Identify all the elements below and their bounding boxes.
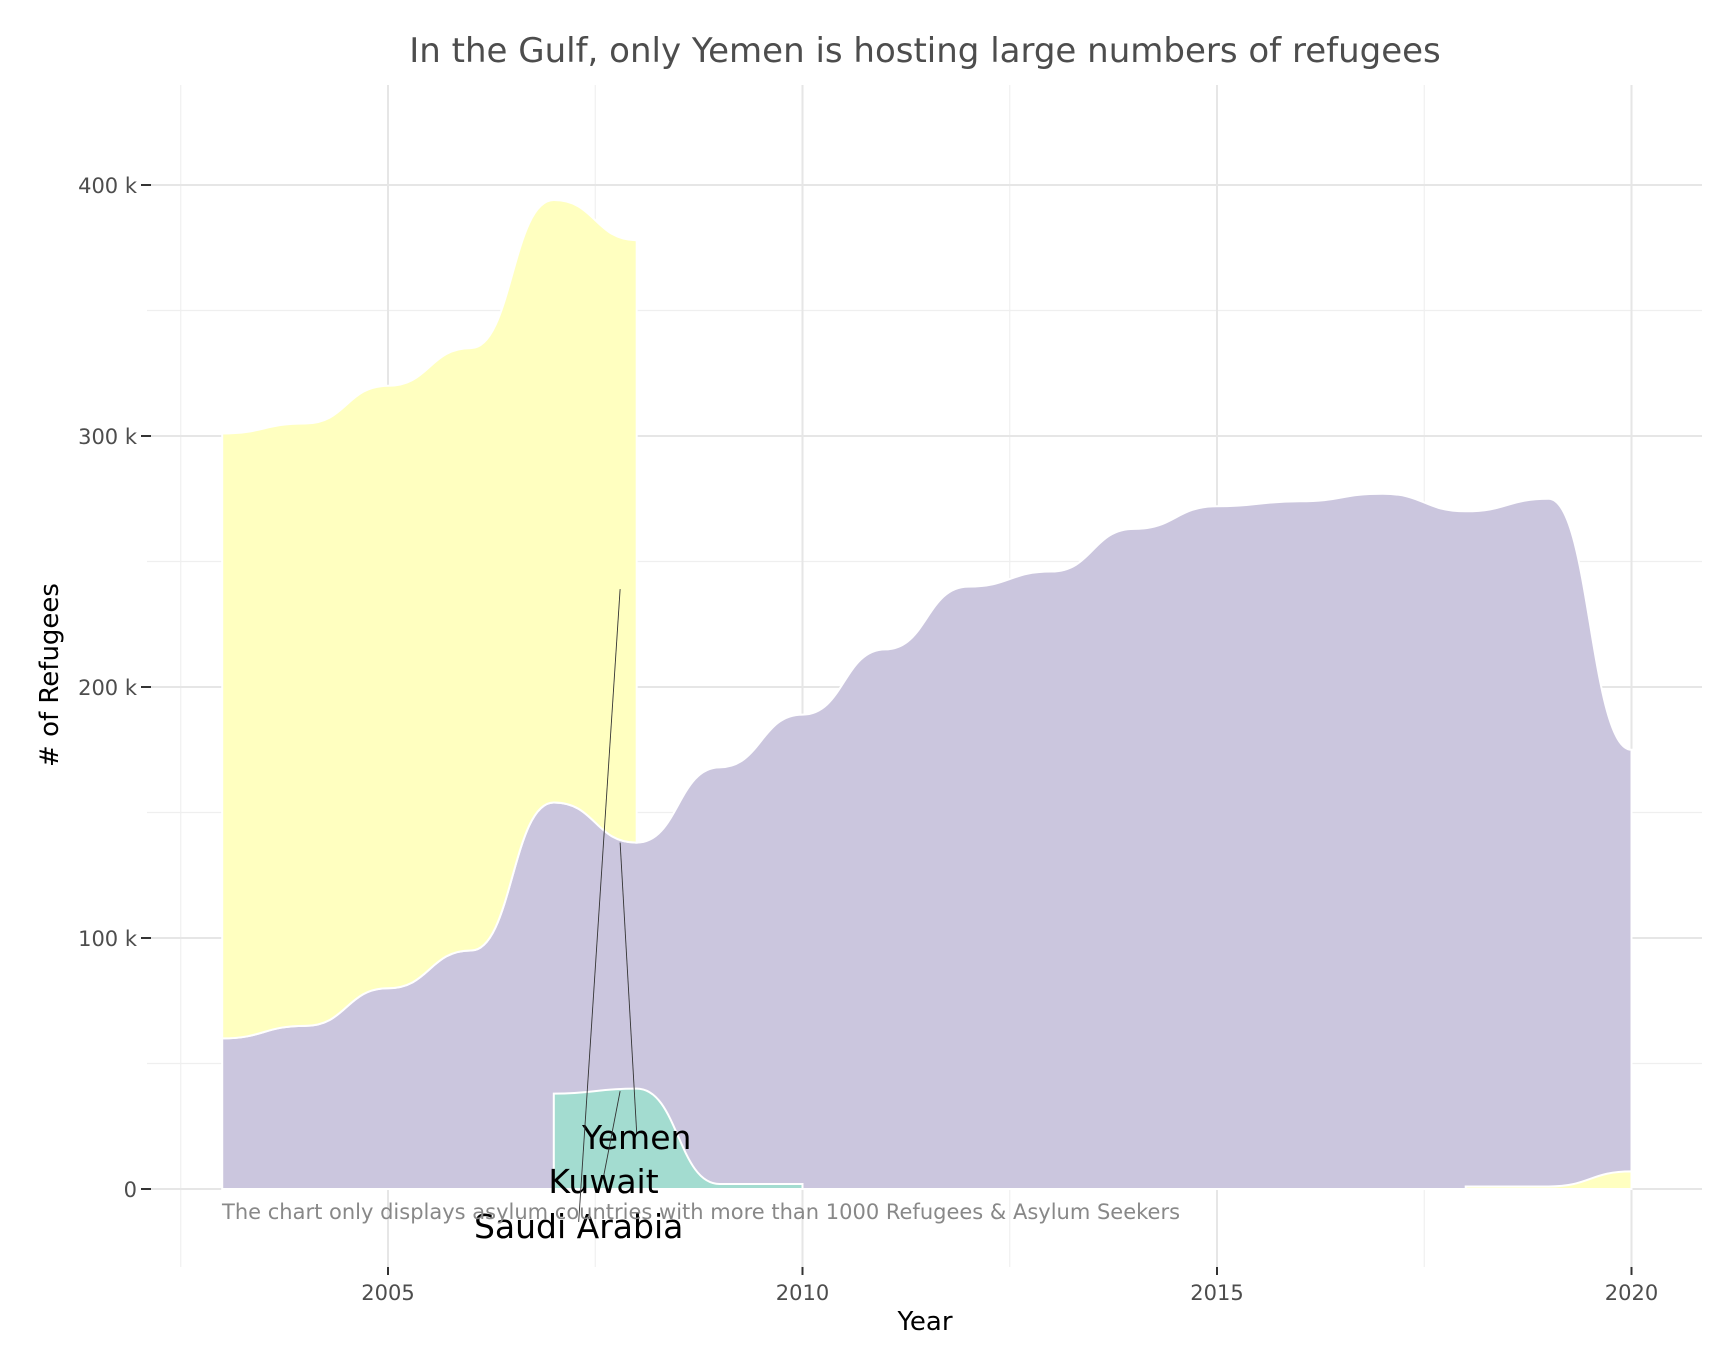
- series-label-yemen: Yemen: [581, 1118, 691, 1157]
- chart-caption: The chart only displays asylum countries…: [221, 1200, 1180, 1224]
- y-tick-label: 400 k: [78, 174, 138, 198]
- x-tick-label: 2020: [1605, 1281, 1658, 1305]
- label-leader-line: [578, 589, 621, 1222]
- y-tick-label: 300 k: [78, 425, 138, 449]
- y-tick-label: 0: [124, 1178, 137, 1202]
- label-layer: Yemen Kuwait Saudi Arabia: [474, 589, 691, 1246]
- x-tick-label: 2015: [1190, 1281, 1243, 1305]
- x-tick-label: 2010: [776, 1281, 829, 1305]
- x-tick-label: 2005: [361, 1281, 414, 1305]
- series-label-saudi-arabia: Saudi Arabia: [474, 1207, 683, 1246]
- label-leader-line: [603, 1091, 621, 1177]
- chart-title: In the Gulf, only Yemen is hosting large…: [409, 31, 1441, 71]
- area-layer: [221, 199, 1633, 1191]
- series-label-kuwait: Kuwait: [548, 1162, 658, 1201]
- x-axis-title: Year: [896, 1307, 952, 1337]
- axis-layer: 0 100 k 200 k 300 k 400 k 2005 2010 2015 2020: [78, 174, 1658, 1305]
- y-tick-label: 100 k: [78, 927, 138, 951]
- label-leader-line: [619, 842, 638, 1133]
- y-axis-title: # of Refugees: [35, 583, 65, 767]
- area-saudi-arabia: [221, 199, 638, 1040]
- area-saudi-arabia-late: [1464, 1170, 1633, 1191]
- y-tick-label: 200 k: [78, 676, 138, 700]
